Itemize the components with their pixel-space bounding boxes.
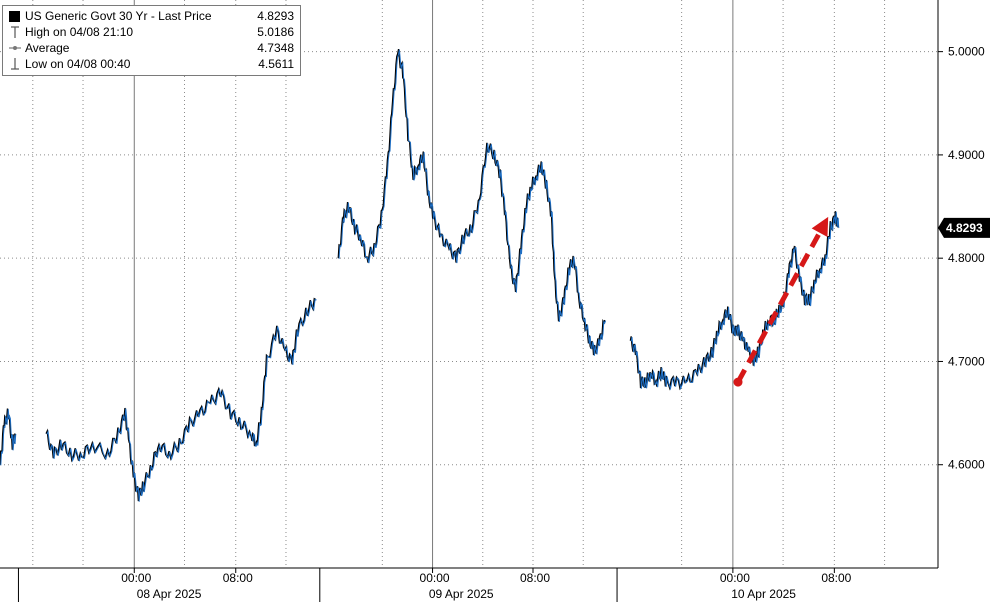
x-tick-label: 08:00 [223,571,253,585]
legend-series-name: US Generic Govt 30 Yr - Last Price [25,9,212,23]
legend-row-high: High on 04/08 21:10 5.0186 [3,24,300,40]
x-tick-label: 00:00 [121,571,151,585]
x-day-label: 10 Apr 2025 [731,587,796,601]
legend-average-value: 4.7348 [257,41,294,55]
legend-low-value: 4.5611 [258,57,294,71]
x-day-label: 09 Apr 2025 [429,587,494,601]
trend-arrow [733,216,829,387]
series-line-dark [0,408,16,465]
y-tick-label: 5.0000 [948,45,985,59]
y-tick-label: 4.7000 [948,354,985,368]
legend-low-label: Low on 04/08 00:40 [25,57,131,71]
last-price-box [938,217,990,238]
x-tick-label: 00:00 [420,571,450,585]
high-marker-icon [9,26,21,38]
legend-high-label: High on 04/08 21:10 [25,25,134,39]
y-tick-label: 4.8000 [948,251,985,265]
legend-average-label: Average [25,41,70,55]
series-line-blue [46,298,317,502]
series-line-dark [45,297,317,502]
x-axis: 00:00 08:00 00:00 08:00 00:00 08:00 08 Apr 202… [0,567,938,602]
series-line-blue [338,49,607,356]
arrow-head [811,216,829,237]
y-tick-label: 4.6000 [948,458,985,472]
series-line-dark [337,48,606,356]
series-line-blue [630,211,840,391]
arrow-shaft [735,231,822,384]
legend-row-series: US Generic Govt 30 Yr - Last Price 4.829… [3,8,300,24]
legend-high-value: 5.0186 [257,25,294,39]
last-price-marker: 4.8293 [938,217,990,238]
series-square-icon [9,11,20,22]
y-tick-label: 4.9000 [948,148,985,162]
grid-lines [0,0,938,568]
x-tick-label: 08:00 [821,571,851,585]
x-tick-label: 08:00 [520,571,550,585]
low-marker-icon [9,58,21,70]
x-tick-label: 00:00 [720,571,750,585]
last-price-label: 4.8293 [946,221,983,235]
series-line-blue [0,409,17,466]
series-lines [0,48,840,502]
average-marker-icon [9,42,21,54]
legend: US Generic Govt 30 Yr - Last Price 4.829… [2,5,301,76]
x-day-label: 08 Apr 2025 [137,587,202,601]
y-axis: 4.6000 4.7000 4.8000 4.9000 5.0000 [937,0,985,568]
legend-last-value: 4.8293 [257,9,294,23]
legend-row-average: Average 4.7348 [3,40,300,56]
legend-row-low: Low on 04/08 00:40 4.5611 [3,56,300,72]
